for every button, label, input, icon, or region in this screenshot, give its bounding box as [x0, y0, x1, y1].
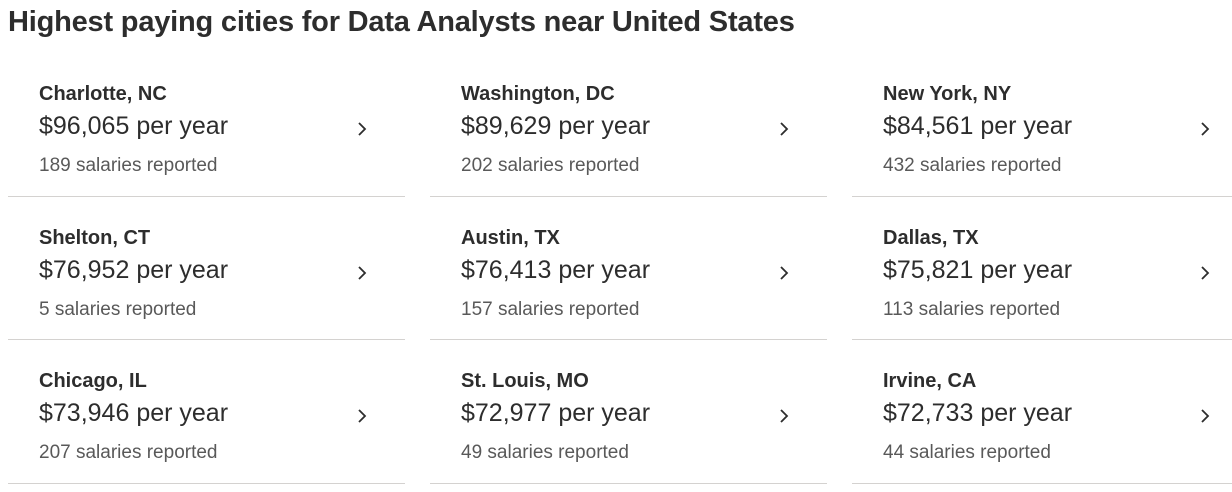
- chevron-right-icon: [358, 265, 367, 280]
- city-name: St. Louis, MO: [461, 370, 589, 392]
- chevron-right-icon: [780, 409, 789, 423]
- chevron-right-icon: [780, 265, 789, 280]
- city-name: New York, NY: [883, 83, 1012, 105]
- chevron-right-icon: [358, 122, 367, 136]
- city-card-washington[interactable]: Washington, DC $89,629 per year 202 sala…: [430, 53, 827, 197]
- city-name: Chicago, IL: [39, 370, 147, 392]
- city-salary-grid: Charlotte, NC $96,065 per year 189 salar…: [8, 53, 1232, 484]
- city-name: Shelton, CT: [39, 226, 151, 249]
- city-salary: $96,065 per year: [39, 112, 229, 140]
- city-card-charlotte[interactable]: Charlotte, NC $96,065 per year 189 salar…: [8, 53, 405, 197]
- city-card-irvine[interactable]: Irvine, CA $72,733 per year 44 salaries …: [852, 340, 1232, 484]
- salaries-reported: 5 salaries reported: [39, 298, 197, 320]
- city-salary: $76,413 per year: [461, 255, 651, 284]
- salaries-reported: 207 salaries reported: [39, 442, 218, 463]
- city-name: Dallas, TX: [883, 226, 979, 249]
- chevron-right-icon: [1201, 409, 1210, 423]
- city-card-austin[interactable]: Austin, TX $76,413 per year 157 salaries…: [430, 197, 827, 340]
- chevron-right-icon: [1201, 122, 1210, 136]
- page-title: Highest paying cities for Data Analysts …: [8, 6, 795, 38]
- chevron-right-icon: [780, 122, 789, 136]
- city-name: Washington, DC: [461, 83, 615, 105]
- city-card-st-louis[interactable]: St. Louis, MO $72,977 per year 49 salari…: [430, 340, 827, 484]
- chevron-right-icon: [358, 409, 367, 423]
- chevron-right-icon: [1201, 265, 1210, 280]
- city-salary: $75,821 per year: [883, 255, 1073, 284]
- city-card-new-york[interactable]: New York, NY $84,561 per year 432 salari…: [852, 53, 1232, 197]
- city-card-shelton[interactable]: Shelton, CT $76,952 per year 5 salaries …: [8, 197, 405, 340]
- salaries-reported: 202 salaries reported: [461, 155, 640, 176]
- city-name: Charlotte, NC: [39, 83, 167, 105]
- city-salary: $72,977 per year: [461, 399, 651, 427]
- city-name: Austin, TX: [461, 226, 560, 249]
- salaries-reported: 44 salaries reported: [883, 442, 1051, 463]
- city-card-chicago[interactable]: Chicago, IL $73,946 per year 207 salarie…: [8, 340, 405, 484]
- city-card-dallas[interactable]: Dallas, TX $75,821 per year 113 salaries…: [852, 197, 1232, 340]
- salaries-reported: 432 salaries reported: [883, 155, 1062, 176]
- city-salary: $72,733 per year: [883, 399, 1073, 427]
- city-salary: $73,946 per year: [39, 399, 229, 427]
- city-salary: $84,561 per year: [883, 112, 1073, 140]
- city-salary: $76,952 per year: [39, 255, 229, 284]
- salaries-reported: 157 salaries reported: [461, 298, 640, 320]
- salaries-reported: 49 salaries reported: [461, 442, 629, 463]
- city-salary: $89,629 per year: [461, 112, 651, 140]
- salaries-reported: 189 salaries reported: [39, 155, 218, 176]
- city-name: Irvine, CA: [883, 370, 977, 392]
- salaries-reported: 113 salaries reported: [883, 298, 1061, 320]
